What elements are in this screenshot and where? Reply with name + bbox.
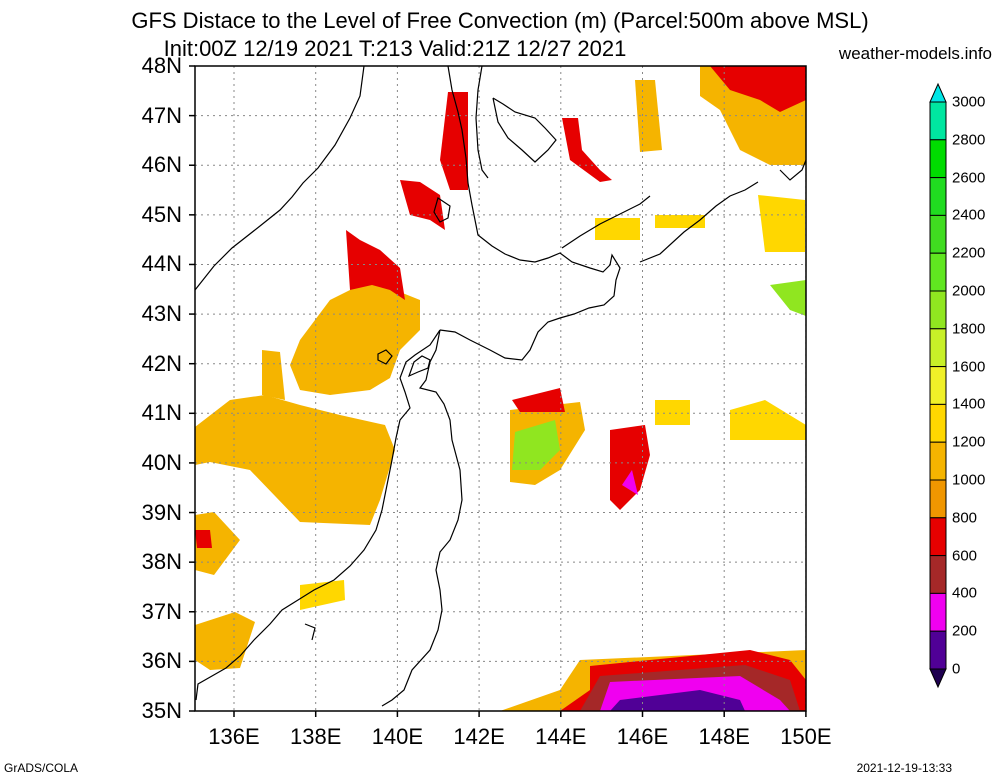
colorbar-level-label: 1000 [952,471,986,489]
lat-tick-label: 38N [141,549,182,575]
lat-tick-label: 43N [141,301,182,327]
colorbar-level-label: 2800 [952,131,986,149]
lon-tick-label: 138E [289,724,342,749]
colorbar-segment [929,214,947,254]
colorbar-level-label: 1600 [952,358,986,376]
colorbar-segment [929,328,947,368]
colorbar-level-label: 200 [952,622,978,640]
chart-subtitle: Init:00Z 12/19 2021 T:213 Valid:21Z 12/2… [163,36,627,61]
colorbar-level-label: 0 [952,660,961,678]
colorbar-segment [929,441,947,481]
lon-tick-label: 150E [780,724,832,749]
colorbar-level-label: 2600 [952,169,986,187]
lat-tick-label: 48N [141,53,182,78]
colorbar-segment [929,592,947,632]
chart-title: GFS Distace to the Level of Free Convect… [131,8,869,33]
colorbar-level-label: 1200 [952,433,986,451]
lat-tick-label: 40N [141,449,182,475]
lfc-shaded-field [195,66,806,711]
coastlines [194,65,807,707]
lon-tick-label: 146E [616,724,669,749]
lat-tick-label: 45N [141,201,182,227]
lon-tick-label: 140E [371,724,424,749]
colorbar-level-label: 2400 [952,206,986,224]
colorbar-segment [929,555,947,594]
colorbar-level-label: 2000 [952,282,986,300]
colorbar-level-label: 2200 [952,244,986,262]
colorbar-bottom-arrow [929,668,947,689]
colorbar-level-label: 1800 [952,320,986,338]
colorbar-level-label: 600 [952,547,978,565]
colorbar [929,82,947,689]
site-credit: weather-models.info [838,44,992,63]
lon-tick-label: 136E [208,724,260,749]
colorbar-segment [929,101,947,141]
colorbar-level-label: 800 [952,509,978,527]
lon-tick-label: 148E [698,724,750,749]
lat-tick-label: 35N [141,698,182,723]
colorbar-level-label: 1400 [952,395,986,413]
colorbar-level-label: 3000 [952,93,986,111]
colorbar-top-arrow [929,82,947,103]
colorbar-segment [929,403,947,443]
colorbar-segment [929,479,947,519]
lon-tick-label: 144E [535,724,587,749]
colorbar-segment [929,630,947,670]
lat-tick-label: 44N [141,251,182,277]
colorbar-segment [929,517,947,557]
lat-lon-gridlines [195,65,807,712]
colorbar-segment [929,177,947,216]
plot-border [194,65,807,712]
colorbar-segment [929,252,947,292]
lat-tick-label: 37N [141,598,182,624]
lat-tick-label: 39N [141,499,182,525]
lat-tick-label: 42N [141,350,182,376]
software-credit: GrADS/COLA [4,761,79,775]
render-timestamp: 2021-12-19-13:33 [856,761,952,775]
lon-tick-label: 142E [453,724,505,749]
colorbar-segment [929,139,947,179]
colorbar-level-label: 400 [952,584,978,602]
colorbar-segment [929,290,947,330]
plot-frame [189,65,807,717]
lat-tick-label: 41N [141,400,182,426]
lat-tick-label: 46N [141,152,182,178]
lat-tick-label: 47N [141,102,182,128]
lat-tick-label: 36N [141,648,182,674]
colorbar-segment [929,366,947,405]
